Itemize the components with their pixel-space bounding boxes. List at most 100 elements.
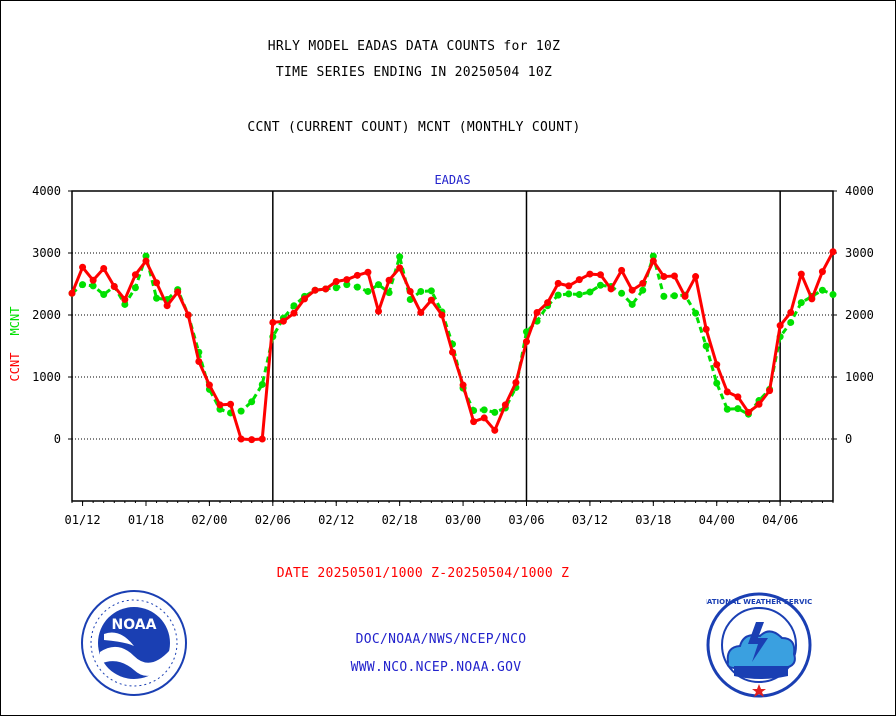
y-tick-label-left: 2000 (32, 308, 61, 322)
point-ccnt (227, 400, 235, 408)
point-mcnt (660, 292, 668, 300)
point-mcnt (427, 287, 435, 295)
date-range-label: DATE 20250501/1000 Z-20250504/1000 Z (276, 566, 570, 581)
point-ccnt (818, 268, 826, 276)
x-tick-label: 04/00 (699, 513, 735, 527)
point-mcnt (375, 281, 383, 289)
point-ccnt (554, 279, 562, 287)
point-ccnt (501, 401, 509, 409)
noaa-logo-text: NOAA (112, 617, 157, 633)
point-ccnt (480, 414, 488, 422)
point-ccnt (596, 271, 604, 279)
point-ccnt (522, 338, 530, 346)
point-ccnt (586, 270, 594, 278)
point-mcnt (702, 342, 710, 350)
point-mcnt (554, 291, 562, 299)
point-ccnt (734, 393, 742, 401)
point-mcnt (787, 318, 795, 326)
point-mcnt (343, 281, 351, 289)
point-mcnt (713, 379, 721, 387)
point-mcnt (491, 408, 499, 416)
noaa-logo-icon: NOAA (81, 590, 187, 696)
point-ccnt (713, 361, 721, 369)
y-axis-label-mcnt: MCNT (8, 307, 22, 336)
point-mcnt (100, 291, 108, 299)
point-ccnt (110, 282, 118, 290)
point-ccnt (618, 266, 626, 274)
point-ccnt (438, 311, 446, 319)
point-ccnt (68, 289, 76, 297)
point-mcnt (639, 286, 647, 294)
point-ccnt (385, 276, 393, 284)
point-mcnt (131, 284, 139, 292)
point-mcnt (818, 286, 826, 294)
point-mcnt (829, 291, 837, 299)
y-tick-label-right: 2000 (845, 308, 874, 322)
y-axis-label-ccnt: CCNT (8, 353, 22, 382)
point-mcnt (153, 294, 161, 302)
point-ccnt (459, 381, 467, 389)
point-ccnt (205, 381, 213, 389)
x-tick-label: 02/06 (255, 513, 291, 527)
x-tick-label: 03/12 (572, 513, 608, 527)
point-mcnt (670, 292, 678, 300)
point-mcnt (575, 291, 583, 299)
point-ccnt (628, 286, 636, 294)
y-tick-label-left: 0 (54, 432, 61, 446)
point-ccnt (195, 358, 203, 365)
point-mcnt (480, 406, 488, 414)
point-ccnt (670, 272, 678, 280)
point-ccnt (258, 435, 266, 443)
point-ccnt (491, 426, 499, 434)
y-tick-label-left: 4000 (32, 184, 61, 198)
point-mcnt (121, 300, 129, 308)
point-ccnt (607, 285, 615, 293)
point-mcnt (248, 398, 256, 406)
point-ccnt (89, 276, 97, 284)
point-ccnt (639, 279, 647, 287)
x-tick-label: 03/06 (508, 513, 544, 527)
point-ccnt (565, 282, 573, 290)
point-ccnt (121, 296, 129, 303)
credit-line2: WWW.NCO.NCEP.NOAA.GOV (350, 660, 522, 675)
point-mcnt (89, 282, 97, 290)
point-ccnt (353, 271, 361, 279)
y-tick-label-right: 0 (845, 432, 852, 446)
point-ccnt (449, 348, 456, 356)
point-ccnt (364, 268, 372, 276)
point-ccnt (131, 271, 139, 279)
point-ccnt (702, 325, 710, 333)
point-ccnt (237, 435, 245, 443)
point-ccnt (406, 287, 414, 295)
point-mcnt (723, 405, 731, 413)
point-ccnt (470, 418, 478, 426)
point-mcnt (586, 288, 594, 296)
point-mcnt (565, 290, 573, 298)
point-mcnt (797, 299, 805, 307)
point-mcnt (258, 380, 266, 388)
point-mcnt (596, 281, 604, 289)
point-ccnt (417, 309, 425, 317)
chart-title-line1: HRLY MODEL EADAS DATA COUNTS for 10Z (267, 39, 561, 54)
point-ccnt (153, 279, 161, 287)
point-ccnt (575, 276, 583, 284)
point-ccnt (755, 400, 763, 408)
credit-line1: DOC/NOAA/NWS/NCEP/NCO (355, 632, 527, 647)
chart-subtitle: CCNT (CURRENT COUNT) MCNT (MONTHLY COUNT… (247, 120, 581, 135)
x-tick-label: 02/18 (382, 513, 418, 527)
y-tick-label-right: 3000 (845, 246, 874, 260)
y-tick-label-right: 1000 (845, 370, 874, 384)
x-tick-label: 03/18 (635, 513, 671, 527)
point-mcnt (385, 289, 393, 297)
x-tick-label: 03/00 (445, 513, 481, 527)
nws-logo-text: NATIONAL WEATHER SERVICE (706, 598, 812, 606)
point-ccnt (216, 401, 224, 409)
point-ccnt (174, 288, 182, 296)
point-mcnt (237, 407, 245, 415)
point-ccnt (322, 285, 330, 293)
point-mcnt (618, 289, 626, 297)
point-ccnt (544, 299, 552, 307)
point-mcnt (353, 283, 361, 291)
nws-logo-icon: NATIONAL WEATHER SERVICE (706, 592, 812, 698)
